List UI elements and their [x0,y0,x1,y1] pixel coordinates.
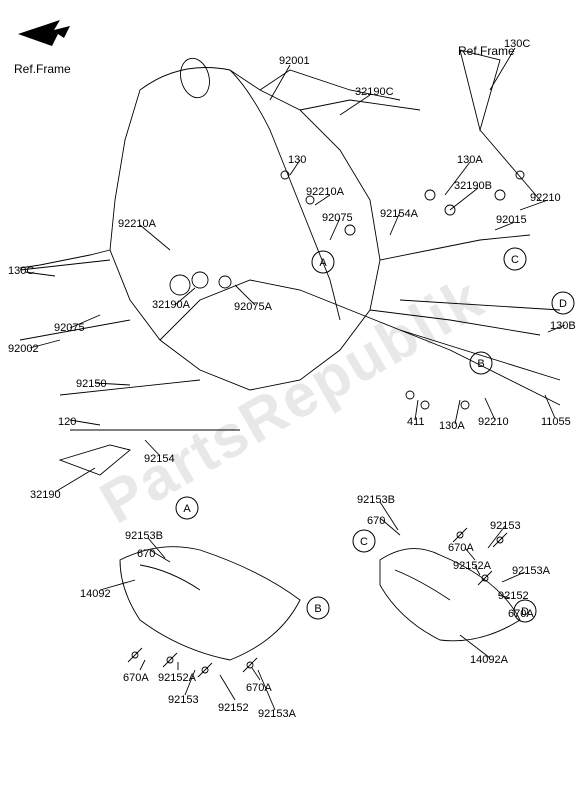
overlay-svg [0,0,584,800]
callout-92210-b: 92210 [478,416,509,428]
callout-32190B: 32190B [454,180,492,192]
callout-92154: 92154 [144,453,175,465]
callout-92153A-a: 92153A [512,565,550,577]
ref-frame-label-left: Ref.Frame [14,62,71,76]
callout-92153B-b: 92153B [357,494,395,506]
callout-130B: 130B [550,320,576,332]
callout-92152-a: 92152 [498,590,529,602]
callout-92075-a: 92075 [322,212,353,224]
callout-92153-b: 92153 [168,694,199,706]
callout-32190C: 32190C [355,86,394,98]
callout-92001: 92001 [279,55,310,67]
callout-130C-b: 130C [8,265,34,277]
direction-arrow [18,20,70,46]
callout-92150: 92150 [76,378,107,390]
callout-92154A: 92154A [380,208,418,220]
callout-670A-a: 670A [448,542,474,554]
callout-130A-b: 130A [439,420,465,432]
callout-92210-a: 92210 [530,192,561,204]
callout-11055: 11055 [541,416,571,428]
callout-670-a: 670 [137,548,155,560]
callout-670A-d: 670A [246,682,272,694]
callout-14092A: 14092A [470,654,508,666]
callout-92015: 92015 [496,214,527,226]
callout-130A-a: 130A [457,154,483,166]
callout-92210A-a: 92210A [306,186,344,198]
callout-670-b: 670 [367,515,385,527]
callout-92152A-b: 92152A [158,672,196,684]
callout-92152-b: 92152 [218,702,249,714]
callout-130: 130 [288,154,306,166]
callout-92153B-a: 92153B [125,530,163,542]
callout-411: 411 [407,416,425,428]
callout-92210A-b: 92210A [118,218,156,230]
callout-670A-b: 670A [508,608,534,620]
callout-14092: 14092 [80,588,111,600]
callout-32190: 32190 [30,489,61,501]
callout-92152A-a: 92152A [453,560,491,572]
callout-32190A: 32190A [152,299,190,311]
callout-92153-a: 92153 [490,520,521,532]
callout-92153A-b: 92153A [258,708,296,720]
callout-130C-a: 130C [504,38,530,50]
callout-92075A: 92075A [234,301,272,313]
callout-120: 120 [58,416,76,428]
callout-92075-b: 92075 [54,322,85,334]
callout-670A-c: 670A [123,672,149,684]
diagram-container: PartsRepublik [0,0,584,800]
callout-92002: 92002 [8,343,39,355]
